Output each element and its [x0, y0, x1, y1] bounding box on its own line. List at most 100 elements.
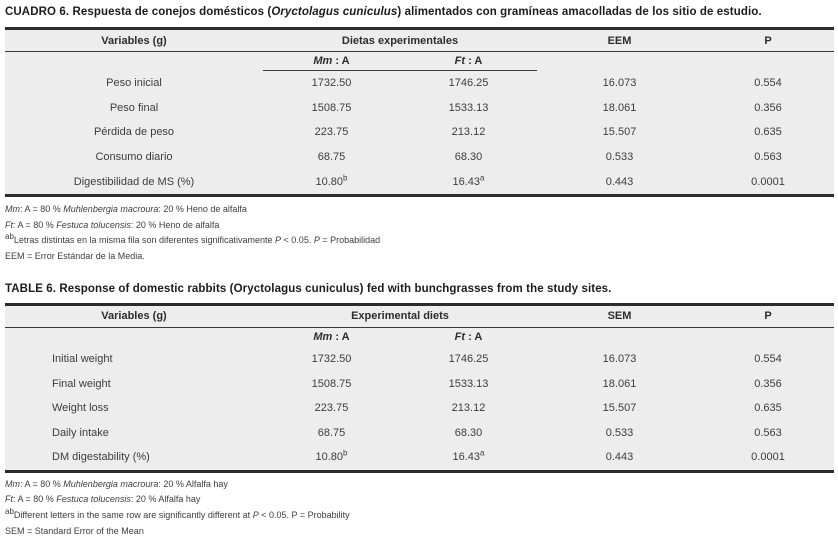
table-row: Pérdida de peso 223.75 213.12 15.507 0.6…: [5, 120, 834, 145]
col-header-sem: SEM: [607, 310, 632, 323]
row-label: Digestibilidad de MS (%): [73, 175, 195, 188]
table-row: Peso inicial 1732.50 1746.25 16.073 0.55…: [5, 71, 834, 96]
cell-superscript: b: [343, 448, 348, 458]
cell-value: 68.30: [454, 151, 483, 164]
cell-mm: 1508.75: [263, 378, 400, 390]
cell-value: 10.80: [315, 451, 344, 464]
section-english: TABLE 6. Response of domestic rabbits (O…: [0, 282, 838, 540]
subheader-row: Mm : A Ft : A: [5, 328, 834, 347]
cell-superscript: a: [480, 173, 485, 183]
cell-p: 0.0001: [751, 175, 785, 188]
cell-value: 213.12: [451, 402, 486, 415]
table-row: Initial weight 1732.50 1746.25 16.073 0.…: [5, 347, 834, 372]
footnote: abDifferent letters in the same row are …: [5, 507, 350, 521]
cell-value: 68.75: [317, 426, 346, 439]
data-table-es: Variables (g) Dietas experimentales EEM …: [5, 27, 834, 197]
cell-value: 213.12: [451, 126, 486, 139]
cell-mm: 68.75: [263, 427, 400, 439]
col-header-p: P: [764, 310, 772, 323]
cell-p: 0.563: [754, 426, 782, 439]
cell-sem: 0.533: [605, 426, 634, 439]
footnote: Ft: A = 80 % Festuca tolucensis: 20 % He…: [5, 219, 220, 230]
cell-value: 1508.75: [311, 377, 352, 390]
cell-value: 68.75: [317, 151, 346, 164]
footnote: EEM = Error Estándar de la Media.: [5, 251, 145, 262]
diet-subcolumns: Mm : A Ft : A: [263, 52, 537, 71]
cell-superscript: a: [480, 448, 485, 458]
cell-mm: 1508.75: [263, 102, 400, 114]
cell-ft: 16.43a: [400, 448, 537, 464]
cell-ft: 68.30: [400, 151, 537, 163]
cell-ft: 1746.25: [400, 353, 537, 365]
cell-mm: 68.75: [263, 151, 400, 163]
subcol-header-ft: Ft : A: [454, 331, 483, 344]
header-row: Variables (g) Experimental diets SEM P: [5, 306, 834, 328]
cell-ft: 16.43a: [400, 173, 537, 188]
footnote: Ft: A = 80 % Festuca tolucensis: 20 % Al…: [5, 494, 201, 505]
diet-subcolumns: Mm : A Ft : A: [263, 328, 537, 347]
table-row: Final weight 1508.75 1533.13 18.061 0.35…: [5, 371, 834, 396]
cell-value: 16.43: [452, 451, 481, 464]
cell-ft: 213.12: [400, 126, 537, 138]
cell-p: 0.635: [754, 126, 782, 139]
subcol-header-mm: Mm : A: [313, 55, 350, 67]
subcol-header-ft: Ft : A: [454, 55, 483, 67]
footnote: Mm: A = 80 % Muhlenbergia macroura: 20 %…: [5, 478, 228, 489]
cell-value: 1533.13: [448, 377, 489, 390]
table-row: Digestibilidad de MS (%) 10.80b 16.43a 0…: [5, 169, 834, 194]
cell-p: 0.554: [754, 77, 782, 90]
row-label: Initial weight: [52, 353, 113, 366]
cell-ft: 1533.13: [400, 102, 537, 114]
cell-p: 0.0001: [751, 451, 785, 464]
col-header-diets: Experimental diets: [351, 310, 449, 323]
table-row: Weight loss 223.75 213.12 15.507 0.635: [5, 396, 834, 421]
row-label: Daily intake: [52, 426, 109, 439]
col-header-diets: Dietas experimentales: [341, 34, 459, 47]
cell-sem: 15.507: [602, 126, 637, 139]
cell-value: 1533.13: [448, 101, 489, 114]
cell-mm: 1732.50: [263, 353, 400, 365]
section-spanish: CUADRO 6. Respuesta de conejos doméstico…: [0, 5, 838, 265]
subcol-header-mm: Mm : A: [313, 331, 350, 344]
row-label: Consumo diario: [95, 151, 173, 164]
row-label: Weight loss: [52, 402, 109, 415]
col-header-variables: Variables (g): [101, 34, 167, 47]
row-label: Final weight: [52, 377, 111, 390]
row-label: Peso inicial: [106, 77, 162, 90]
cell-value: 1732.50: [311, 77, 352, 90]
cell-mm: 10.80b: [263, 173, 400, 188]
row-label: Pérdida de peso: [93, 126, 175, 139]
row-label: DM digestability (%): [52, 451, 150, 464]
row-label: Peso final: [109, 101, 159, 114]
cell-value: 1508.75: [311, 101, 352, 114]
cell-p: 0.563: [754, 151, 782, 164]
cell-sem: 0.533: [605, 151, 634, 164]
cell-mm: 223.75: [263, 126, 400, 138]
cell-mm: 1732.50: [263, 77, 400, 89]
cell-superscript: b: [343, 173, 348, 183]
table-title-en: TABLE 6. Response of domestic rabbits (O…: [5, 282, 612, 295]
subheader-row: Mm : A Ft : A: [5, 52, 834, 71]
cell-sem: 18.061: [602, 101, 637, 114]
cell-sem: 16.073: [602, 353, 637, 366]
cell-mm: 10.80b: [263, 448, 400, 464]
cell-ft: 1746.25: [400, 77, 537, 89]
footnote: Mm: A = 80 % Muhlenbergia macroura: 20 %…: [5, 203, 247, 214]
cell-sem: 18.061: [602, 377, 637, 390]
footnotes-en: Mm: A = 80 % Muhlenbergia macroura: 20 %…: [5, 477, 838, 540]
cell-p: 0.554: [754, 353, 782, 366]
cell-p: 0.635: [754, 402, 782, 415]
cell-value: 68.30: [454, 426, 483, 439]
table-row: Consumo diario 68.75 68.30 0.533 0.563: [5, 145, 834, 170]
table-row: DM digestability (%) 10.80b 16.43a 0.443…: [5, 445, 834, 470]
cell-value: 1732.50: [311, 353, 352, 366]
data-table-en: Variables (g) Experimental diets SEM P M…: [5, 302, 834, 473]
cell-sem: 0.443: [605, 451, 634, 464]
footnote: abLetras distintas en la misma fila son …: [5, 232, 381, 246]
cell-sem: 16.073: [602, 77, 637, 90]
footnote: SEM = Standard Error of the Mean: [5, 525, 144, 536]
cell-value: 10.80: [315, 175, 344, 188]
cell-mm: 223.75: [263, 402, 400, 414]
cell-value: 16.43: [452, 175, 481, 188]
table-title-es: CUADRO 6. Respuesta de conejos doméstico…: [5, 6, 762, 18]
